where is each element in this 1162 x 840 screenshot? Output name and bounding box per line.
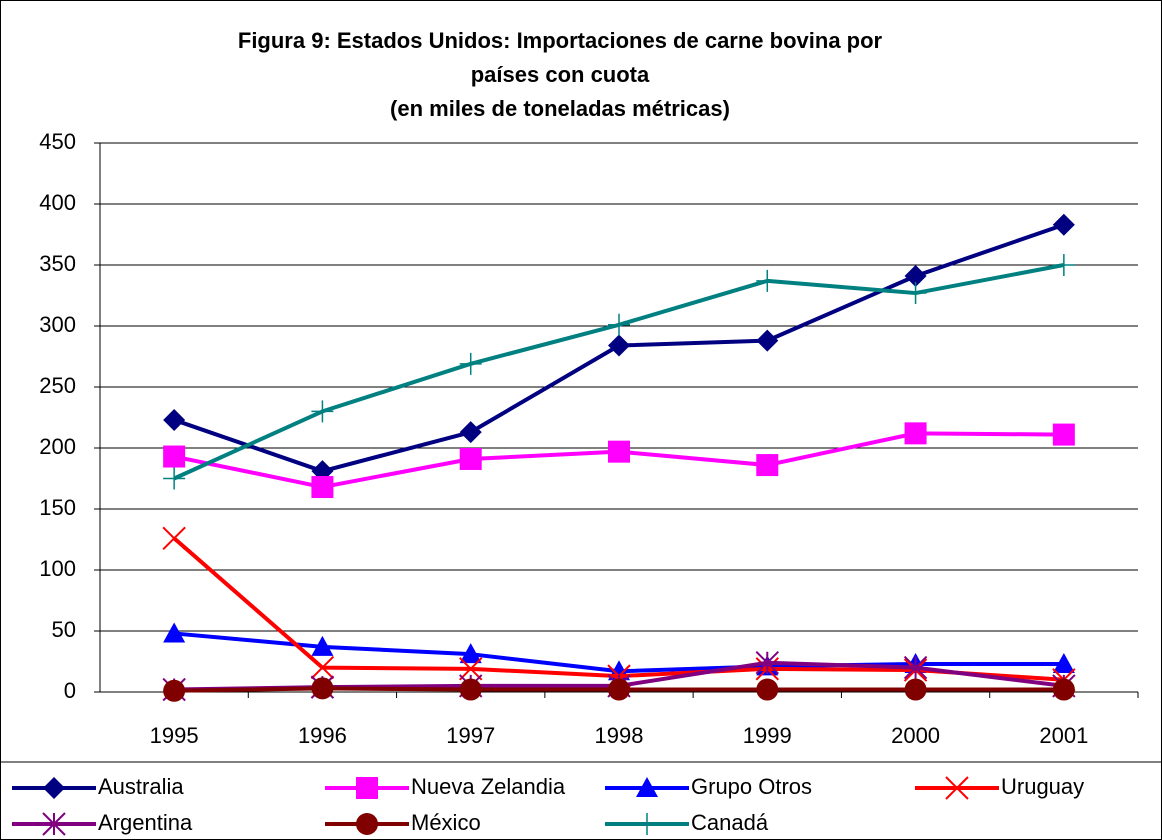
legend-label: Grupo Otros [691, 774, 812, 799]
legend-marker [945, 776, 969, 800]
legend-label: Uruguay [1001, 774, 1084, 799]
data-point [1052, 423, 1075, 446]
data-point [756, 269, 779, 292]
data-point [459, 447, 482, 470]
data-point [311, 476, 334, 499]
y-tick-label: 450 [39, 129, 76, 154]
chart-title: (en miles de toneladas métricas) [390, 96, 730, 121]
data-point [163, 445, 186, 468]
legend-marker [43, 777, 65, 799]
legend-label: México [411, 810, 481, 835]
data-point [311, 677, 334, 700]
data-point [163, 408, 186, 431]
x-tick-label: 1998 [595, 723, 644, 748]
data-point [459, 657, 483, 681]
y-tick-label: 0 [64, 678, 76, 703]
legend-marker [636, 813, 658, 835]
data-point [1052, 678, 1075, 701]
legend-label: Nueva Zelandia [411, 774, 566, 799]
legend-marker [356, 813, 378, 835]
y-tick-label: 150 [39, 495, 76, 520]
data-point [608, 440, 630, 463]
data-point [311, 400, 334, 423]
data-point [608, 313, 630, 336]
chart-title: países con cuota [471, 62, 650, 87]
data-point [162, 526, 186, 550]
data-point [608, 334, 630, 357]
data-point [459, 352, 482, 375]
x-tick-label: 1995 [150, 723, 199, 748]
data-point [903, 655, 928, 680]
y-tick-label: 250 [39, 373, 76, 398]
data-point [163, 622, 186, 643]
legend-label: Australia [98, 774, 184, 799]
data-point [163, 467, 186, 490]
data-point [608, 678, 630, 701]
x-tick-label: 1999 [743, 723, 792, 748]
data-point [1052, 254, 1075, 276]
data-point [904, 422, 927, 445]
legend-label: Canadá [691, 810, 769, 835]
x-tick-label: 2000 [891, 723, 940, 748]
data-point [756, 678, 779, 701]
data-point [459, 643, 482, 664]
legend-marker [42, 812, 66, 836]
legend-label: Argentina [98, 810, 193, 835]
y-tick-label: 350 [39, 251, 76, 276]
data-point [163, 679, 186, 702]
data-point [756, 329, 779, 352]
y-tick-label: 400 [39, 190, 76, 215]
y-tick-label: 100 [39, 556, 76, 581]
y-tick-label: 50 [52, 617, 76, 642]
y-tick-label: 300 [39, 312, 76, 337]
data-point [904, 678, 927, 701]
data-point [756, 454, 779, 477]
data-point [459, 421, 482, 444]
x-tick-label: 1997 [446, 723, 495, 748]
data-point [459, 678, 482, 701]
x-tick-label: 1996 [298, 723, 347, 748]
data-point [904, 264, 927, 287]
data-point [904, 282, 927, 305]
legend-marker [636, 777, 658, 797]
y-tick-label: 200 [39, 434, 76, 459]
data-point [311, 635, 334, 656]
x-tick-label: 2001 [1039, 723, 1088, 748]
legend-marker [356, 777, 378, 799]
data-point [1052, 652, 1075, 673]
data-point [755, 651, 779, 675]
data-point [310, 655, 335, 680]
chart-title: Figura 9: Estados Unidos: Importaciones … [238, 28, 883, 53]
data-point [1052, 213, 1075, 236]
